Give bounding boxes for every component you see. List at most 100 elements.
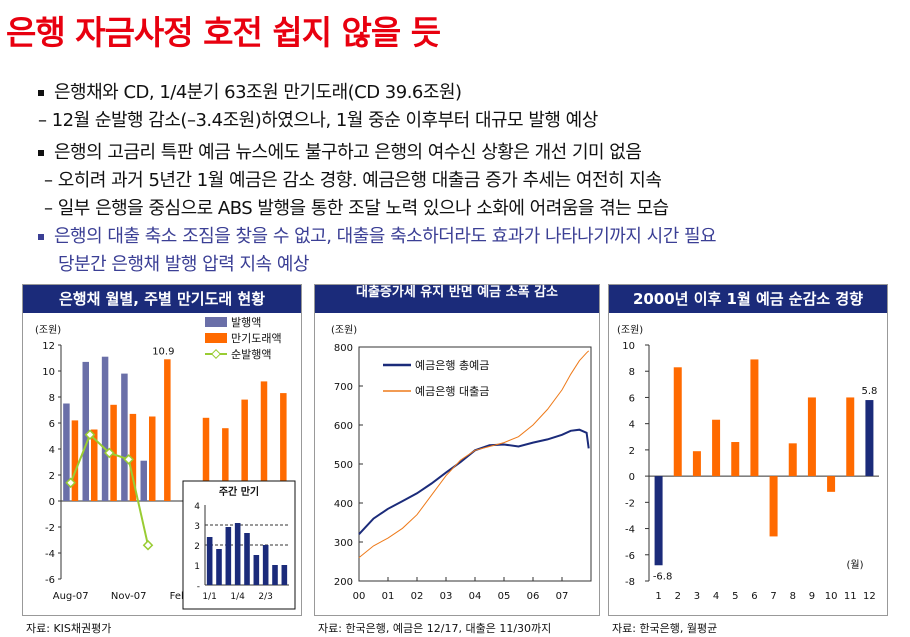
issue-bar: [63, 403, 70, 501]
chart-plot: (조원)121086420-2-4-610.9Aug-07Nov-07Feb-0…: [35, 316, 296, 610]
bar: [654, 476, 663, 566]
legend-label: 순발행액: [231, 348, 271, 361]
y-tick-label: -4: [625, 525, 635, 536]
legend-marker: [211, 349, 221, 359]
bar: [807, 397, 816, 477]
maturity-bar: [260, 381, 268, 501]
inset-x-tick-label: 1/1: [202, 592, 216, 602]
chart-header: 2000년 이후 1월 예금 순감소 경향: [609, 285, 887, 313]
inset-bar: [262, 545, 269, 585]
bar: [712, 419, 721, 477]
y-tick-label: 200: [334, 577, 353, 588]
x-axis-unit: (월): [846, 559, 863, 571]
y-tick-label: -6: [45, 575, 55, 586]
chart-january-deposits: 2000년 이후 1월 예금 순감소 경향 (조원) 10 8 6 4 2 0 -2 -4 -6 -…: [608, 284, 888, 616]
net-issue-point: [104, 447, 115, 459]
inset-x-tick-label: 1/4: [230, 592, 245, 602]
y-tick-label: 0: [629, 472, 635, 483]
inset-bar: [206, 537, 213, 585]
maturity-bar: [222, 428, 229, 501]
bullet-subitem: – 일부 은행을 중심으로 ABS 발행을 통한 조달 노력 있으나 소화에 어…: [44, 198, 669, 219]
maturity-bar: [202, 417, 210, 501]
inset-bar: [244, 533, 250, 585]
inset-bar: [234, 523, 241, 585]
x-tick-label: Nov-07: [111, 591, 147, 602]
inset-x-tick-label: 2/3: [258, 592, 272, 602]
chart-header: 은행채 월별, 주별 만기도래 현황: [23, 285, 301, 313]
x-tick-label: 4: [713, 591, 719, 602]
net-issue-point: [142, 539, 154, 551]
issue-bar: [121, 373, 128, 501]
legend-label: 발행액: [231, 316, 261, 329]
bullet-item-continued: 당분간 은행채 발행 압력 지속 예상: [58, 254, 309, 275]
net-issue-point: [123, 454, 134, 465]
maturity-bar: [71, 420, 79, 501]
data-label: 10.9: [152, 346, 174, 357]
x-tick-label: 10: [825, 591, 838, 602]
inset-bar: [272, 565, 278, 585]
issue-bar: [82, 361, 89, 501]
legend-swatch: [205, 333, 227, 343]
y-tick-label: -6: [625, 551, 635, 562]
data-label: -6.8: [653, 571, 673, 582]
bullet-square-icon: [38, 90, 44, 96]
y-tick-label: 600: [334, 421, 353, 432]
x-tick-label: 7: [770, 591, 776, 602]
issue-bar: [101, 356, 109, 501]
page-title: 은행 자금사정 호전 쉽지 않을 듯: [6, 13, 441, 52]
bar: [750, 359, 759, 477]
maturity-bar: [91, 429, 98, 501]
y-tick-label: 2: [49, 471, 55, 482]
plot-frame: [358, 346, 592, 582]
data-label: 5.8: [861, 386, 877, 397]
inset-bar: [225, 527, 232, 585]
x-tick-label: 00: [353, 591, 366, 602]
x-tick-label: 3: [694, 591, 700, 602]
y-tick-label: -4: [45, 549, 55, 560]
x-tick-label: 12: [863, 591, 876, 602]
inset-bar: [281, 565, 288, 585]
y-tick-label: 0: [49, 497, 55, 508]
y-axis-unit: (조원): [331, 324, 357, 336]
x-tick-label: 03: [440, 591, 453, 602]
x-tick-label: 04: [469, 591, 482, 602]
maturity-bar: [129, 413, 137, 501]
inset-bar: [253, 555, 260, 585]
net-issue-point: [84, 429, 96, 441]
y-tick-label: 6: [49, 419, 55, 430]
y-tick-label: 6: [629, 393, 635, 404]
net-issue-point: [65, 477, 76, 489]
x-tick-label: Aug-07: [53, 591, 89, 602]
bar: [865, 400, 874, 477]
y-tick-label: -2: [45, 523, 55, 534]
bar: [769, 476, 778, 537]
x-tick-label: 01: [382, 591, 395, 602]
maturity-bar: [241, 399, 248, 501]
x-tick-label: 02: [411, 591, 424, 602]
inset-y-tick-label: 1: [194, 562, 200, 572]
inset-y-tick-label: -: [197, 582, 200, 592]
maturity-bar: [164, 359, 171, 501]
bullet-item: 은행채와 CD, 1/4분기 63조원 만기도래(CD 39.6조원): [38, 78, 462, 104]
y-tick-label: -8: [625, 577, 635, 588]
y-tick-label: 8: [49, 393, 55, 404]
x-tick-label: 07: [556, 591, 569, 602]
x-tick-label: 6: [751, 591, 757, 602]
x-tick-label: 2: [675, 591, 681, 602]
maturity-bar: [280, 393, 287, 501]
y-tick-label: 700: [334, 382, 353, 393]
x-tick-label: 9: [809, 591, 815, 602]
deposit-line: [358, 428, 590, 535]
x-tick-label: 11: [844, 591, 857, 602]
legend-label: 만기도래액: [231, 332, 282, 345]
y-axis-unit: (조원): [35, 324, 61, 336]
inset-y-tick-label: 2: [194, 542, 200, 552]
y-tick-label: 500: [334, 460, 353, 471]
bullet-subitem: – 12월 순발행 감소(–3.4조원)하였으나, 1월 중순 이후부터 대규모…: [38, 110, 598, 131]
y-tick-label: 10: [42, 367, 55, 378]
chart-header: 대출증가세 유지 반면 예금 소폭 감소: [315, 285, 599, 313]
bar: [788, 443, 797, 477]
y-tick-label: 12: [42, 341, 55, 352]
bar: [731, 442, 740, 477]
